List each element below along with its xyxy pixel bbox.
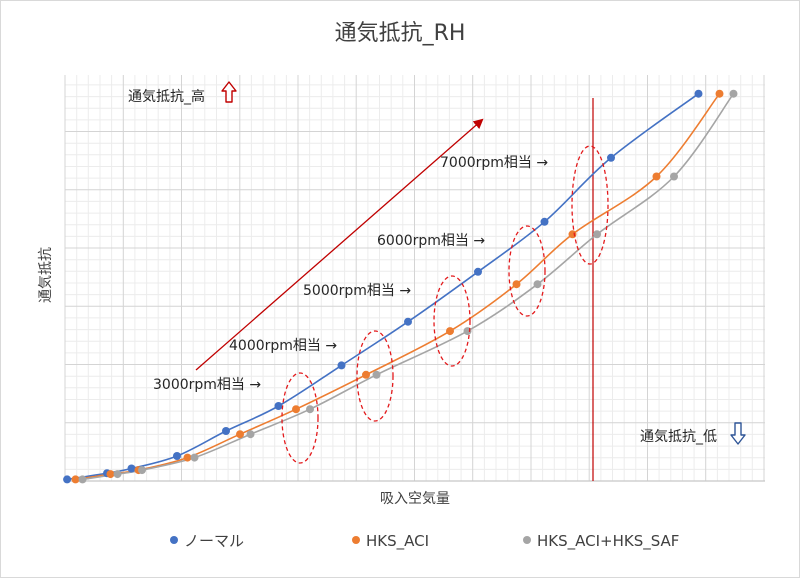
legend-item-hks-aci-saf: HKS_ACI+HKS_SAF (523, 532, 679, 551)
point-hks-aci (568, 230, 577, 239)
point-normal (474, 267, 482, 276)
outline-4000rpm (356, 330, 394, 422)
point-hks-aci (292, 405, 300, 414)
point-hks-aci (71, 475, 80, 484)
chart-title: 通気抵抗_RH (335, 21, 466, 46)
data-points (63, 89, 738, 484)
point-normal (127, 464, 136, 473)
legend-label-hks-aci: HKS_ACI (366, 532, 429, 551)
point-hks-aci (106, 470, 115, 479)
annotation-3000rpm: 3000rpm相当 → (153, 377, 261, 393)
trend-arrow (195, 118, 484, 371)
arrow-up-outline-icon (221, 81, 237, 103)
point-hks-aci-saf (670, 172, 678, 181)
point-hks-aci (183, 453, 192, 462)
point-normal (607, 153, 615, 162)
point-hks-aci-saf (593, 230, 601, 239)
legend-marker-normal (170, 536, 178, 544)
point-hks-aci-saf (113, 470, 122, 479)
outline-7000rpm (571, 145, 609, 265)
point-hks-aci (652, 172, 661, 181)
point-hks-aci (362, 370, 370, 379)
annotation-7000rpm: 7000rpm相当 → (440, 155, 548, 171)
point-hks-aci-saf (138, 466, 146, 475)
point-normal (222, 427, 230, 435)
point-hks-aci-saf (246, 430, 255, 439)
annotation-6000rpm: 6000rpm相当 → (377, 233, 485, 249)
annotation-high: 通気抵抗_高 (128, 88, 205, 105)
point-hks-aci (446, 327, 454, 336)
annotation-low: 通気抵抗_低 (640, 429, 717, 445)
legend-item-hks-aci: HKS_ACI (352, 532, 429, 551)
point-normal (274, 402, 283, 410)
point-normal (404, 317, 412, 326)
point-hks-aci-saf (372, 370, 381, 379)
legend: ノーマル HKS_ACI HKS_ACI+HKS_SAF (170, 532, 679, 551)
annotation-4000rpm: 4000rpm相当 → (229, 338, 337, 354)
y-axis-label: 通気抵抗 (38, 247, 54, 303)
outline-5000rpm (433, 275, 471, 367)
legend-label-normal: ノーマル (184, 532, 244, 550)
point-normal (63, 475, 72, 484)
annotations: 3000rpm相当 → 4000rpm相当 → 5000rpm相当 → 6000… (128, 81, 746, 445)
legend-item-normal: ノーマル (170, 532, 244, 550)
point-hks-aci (236, 430, 244, 439)
x-axis-label: 吸入空気量 (380, 491, 450, 507)
annotation-5000rpm: 5000rpm相当 → (303, 283, 411, 299)
point-hks-aci-saf (190, 453, 199, 462)
point-normal (173, 452, 181, 460)
point-hks-aci (512, 280, 521, 289)
point-hks-aci-saf (78, 475, 87, 484)
legend-marker-hks-aci (352, 536, 360, 544)
point-normal (694, 89, 703, 98)
arrow-down-outline-icon (730, 422, 746, 445)
outline-3000rpm (281, 372, 319, 464)
rpm-group-outlines (281, 145, 609, 464)
point-hks-aci-saf (533, 280, 542, 289)
point-normal (337, 361, 346, 370)
legend-label-hks-aci-saf: HKS_ACI+HKS_SAF (537, 532, 679, 551)
outline-6000rpm (508, 225, 546, 317)
point-hks-aci (715, 89, 724, 98)
point-normal (540, 217, 549, 226)
legend-marker-hks-aci-saf (523, 536, 531, 544)
point-hks-aci-saf (729, 89, 738, 98)
point-hks-aci-saf (306, 405, 314, 414)
